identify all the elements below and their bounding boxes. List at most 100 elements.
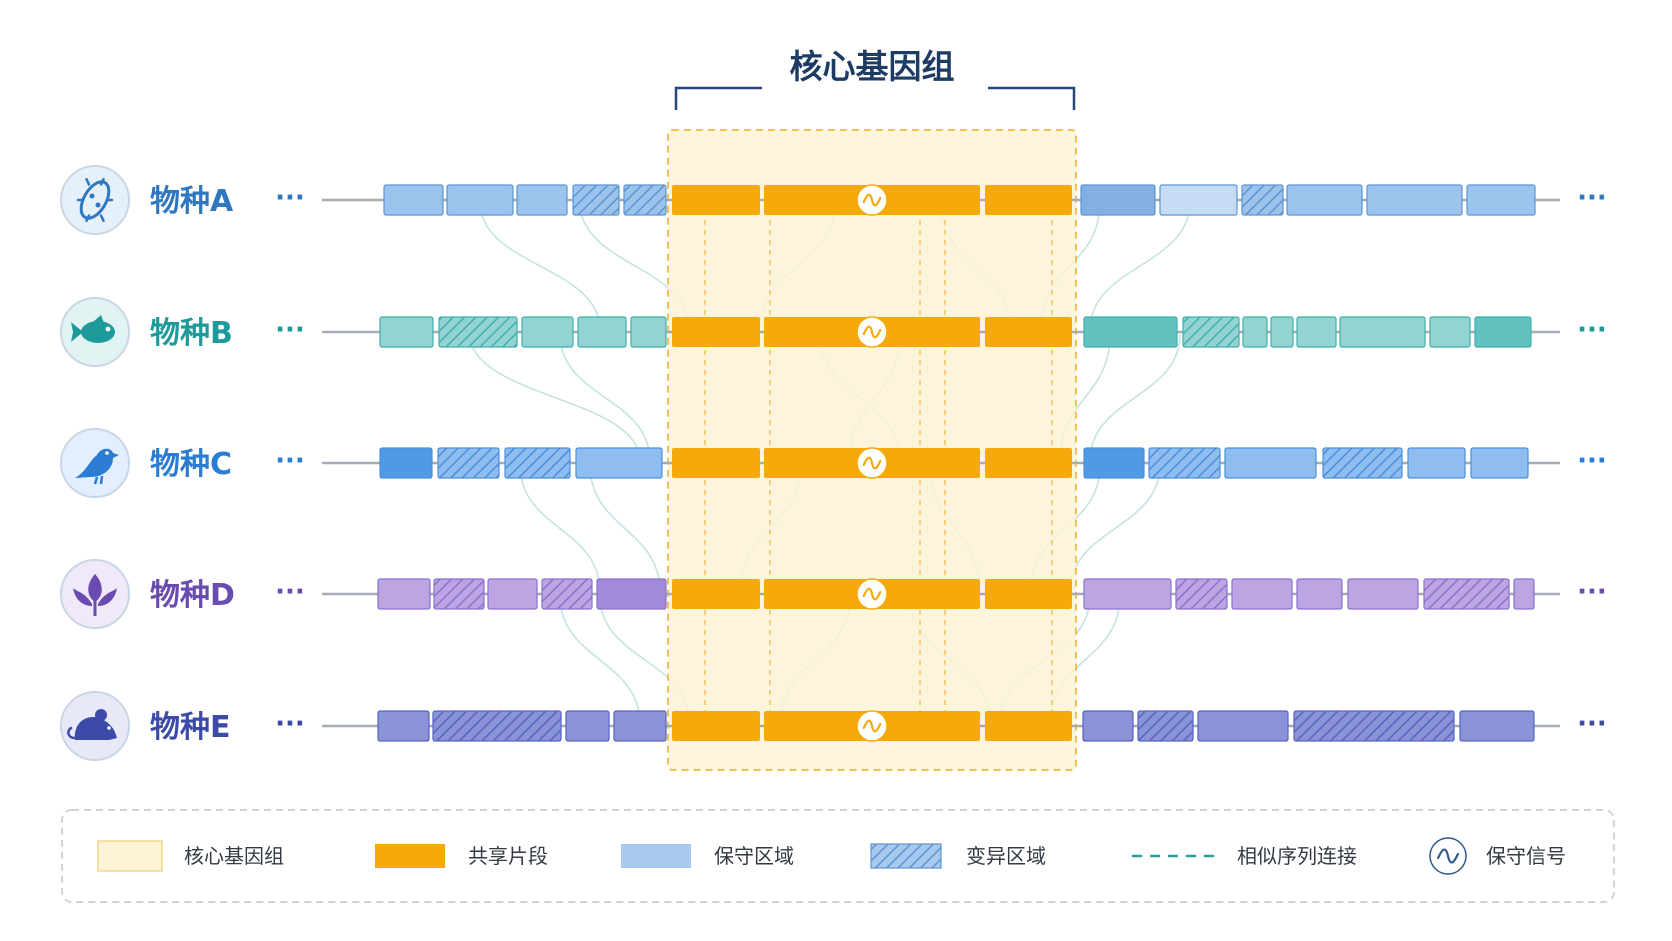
- conserved-segment: [613, 710, 667, 742]
- species-label: 物种A: [150, 184, 234, 219]
- conserved-segment: [1429, 316, 1471, 348]
- conserved-segment: [377, 578, 431, 610]
- conserved-signal-icon: [856, 316, 888, 348]
- conserved-segment: [565, 710, 610, 742]
- legend-label: 相似序列连接: [1237, 844, 1357, 868]
- conserved-segment: [596, 578, 667, 610]
- variable-segment: [572, 184, 620, 216]
- variable-segment: [437, 447, 500, 479]
- fish-icon: [60, 297, 130, 367]
- variable-segment: [1148, 447, 1221, 479]
- conserved-segment: [1270, 316, 1294, 348]
- legend-swatch-shared: [375, 844, 445, 868]
- similarity-link: [479, 201, 601, 331]
- species-label: 物种D: [150, 578, 235, 613]
- variable-segment: [1182, 316, 1240, 348]
- legend-signal-icon: [1429, 837, 1467, 875]
- legend-item-shared: 共享片段: [375, 844, 548, 868]
- ellipsis-left: ···: [275, 577, 305, 607]
- legend-label: 保守信号: [1486, 844, 1566, 868]
- similarity-link: [589, 464, 661, 593]
- conserved-signal-icon: [856, 578, 888, 610]
- variable-segment: [1322, 447, 1403, 479]
- ellipsis-right: ···: [1577, 577, 1607, 607]
- conserved-signal-icon: [856, 710, 888, 742]
- conserved-signal-icon: [856, 184, 888, 216]
- species-label: 物种B: [150, 316, 233, 351]
- shared-fragment: [672, 448, 760, 478]
- core-genome-header: 核心基因组: [674, 47, 1076, 110]
- legend-swatch-conserved: [621, 844, 691, 868]
- variable-segment: [1241, 184, 1284, 216]
- conserved-segment: [1513, 578, 1535, 610]
- bracket-left: [674, 86, 762, 110]
- variable-segment: [1293, 710, 1455, 742]
- species-label: 物种C: [150, 447, 232, 482]
- ellipsis-right: ···: [1577, 709, 1607, 739]
- conserved-segment: [1242, 316, 1268, 348]
- conserved-segment: [379, 316, 434, 348]
- legend-swatch-core: [97, 840, 163, 872]
- variable-segment: [433, 578, 485, 610]
- species-row: 物种B ··· ···: [60, 297, 1607, 367]
- conserved-segment: [575, 447, 663, 479]
- shared-fragment: [672, 317, 760, 347]
- legend-item-signal: 保守信号: [1429, 837, 1566, 875]
- conserved-segment: [1407, 447, 1466, 479]
- shared-fragment: [672, 185, 760, 215]
- species-rows: 物种A ··· ··· 物种B ··· ··· 物种C ··· ··· 物种D ··· ··· 物种E ·…: [60, 165, 1607, 761]
- conserved-segment: [1366, 184, 1463, 216]
- bracket-right: [988, 86, 1076, 110]
- similarity-link: [1069, 464, 1161, 593]
- conserved-segment: [379, 447, 433, 479]
- conserved-segment: [516, 184, 568, 216]
- species-row: 物种A ··· ···: [60, 165, 1607, 235]
- shared-fragment: [985, 579, 1072, 609]
- conserved-segment: [1339, 316, 1426, 348]
- mouse-icon: [60, 691, 130, 761]
- conserved-segment: [1231, 578, 1293, 610]
- bird-icon: [60, 428, 130, 498]
- ellipsis-right: ···: [1577, 315, 1607, 345]
- conserved-segment: [487, 578, 538, 610]
- legend-swatch-variable: [870, 843, 942, 869]
- variable-segment: [1137, 710, 1194, 742]
- shared-fragment: [985, 711, 1072, 741]
- legend-label: 核心基因组: [184, 844, 284, 868]
- shared-fragment: [672, 711, 760, 741]
- ellipsis-left: ···: [275, 183, 305, 213]
- conserved-segment: [1470, 447, 1529, 479]
- conserved-segment: [630, 316, 667, 348]
- conserved-segment: [1466, 184, 1536, 216]
- species-row: 物种E ··· ···: [60, 691, 1607, 761]
- conserved-segment: [383, 184, 444, 216]
- species-row: 物种D ··· ···: [60, 559, 1607, 629]
- variable-segment: [1423, 578, 1510, 610]
- legend-item-conserved: 保守区域: [621, 844, 794, 868]
- conserved-segment: [1459, 710, 1535, 742]
- legend-box: [61, 809, 1615, 903]
- variable-segment: [504, 447, 571, 479]
- shared-fragment: [985, 317, 1072, 347]
- ellipsis-left: ···: [275, 315, 305, 345]
- conserved-signal-icon: [856, 447, 888, 479]
- plant-icon: [60, 559, 130, 629]
- shared-fragment: [985, 185, 1072, 215]
- legend-label: 保守区域: [714, 844, 794, 868]
- similarity-link: [1089, 333, 1181, 462]
- variable-segment: [432, 710, 562, 742]
- conserved-segment: [1083, 447, 1145, 479]
- species-label: 物种E: [150, 710, 231, 745]
- conserved-segment: [1347, 578, 1419, 610]
- similarity-link: [469, 333, 641, 462]
- conserved-segment: [1083, 578, 1172, 610]
- variable-segment: [623, 184, 667, 216]
- conserved-segment: [1296, 316, 1337, 348]
- similarity-link: [1089, 201, 1191, 331]
- ellipsis-left: ···: [275, 446, 305, 476]
- shared-fragment: [985, 448, 1072, 478]
- ellipsis-left: ···: [275, 709, 305, 739]
- conserved-segment: [1197, 710, 1289, 742]
